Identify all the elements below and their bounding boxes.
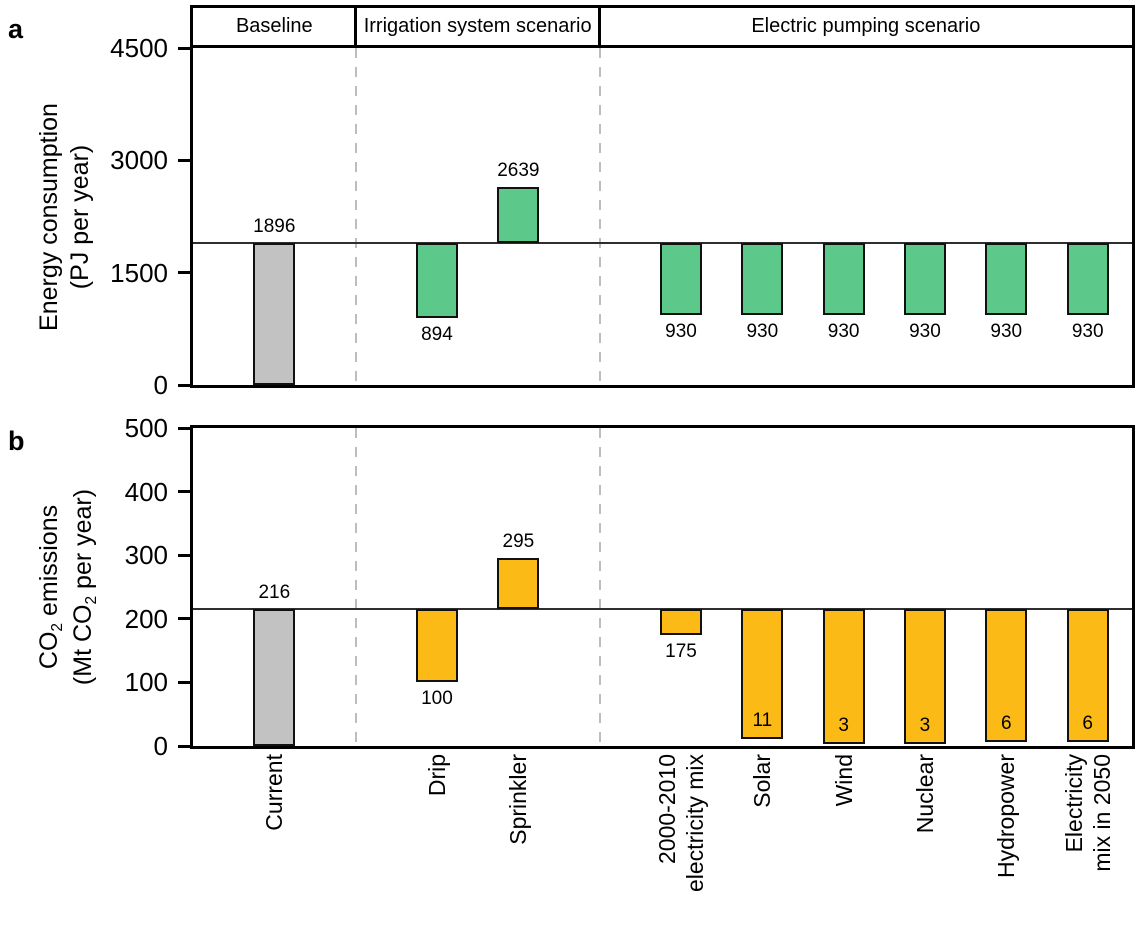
bar-a-current: [253, 243, 296, 385]
x-label-current: Current: [260, 754, 288, 926]
x-label-text: Hydropower: [993, 754, 1020, 878]
y-axis-tick-label: 200: [124, 603, 168, 634]
bar-value-label: 6: [1082, 713, 1093, 735]
y-axis-title-a: Energy consumption (PJ per year): [34, 47, 96, 387]
bar-a-drip: [415, 243, 458, 319]
bar-value-label: 930: [990, 321, 1023, 343]
scenario-header-band: [190, 5, 1135, 45]
y-axis-title-b: CO2 emissions (Mt CO2 per year): [34, 417, 100, 757]
x-label-text: Current: [261, 754, 288, 831]
bar-value-label: 11: [752, 710, 773, 731]
bar-b-solar: [741, 608, 784, 739]
bar-b-2000-2010-electricity-mix: [659, 608, 702, 635]
x-label-electricity-mix-in-2050: Electricity mix in 2050: [1060, 754, 1116, 926]
y-axis-tick: [178, 617, 190, 621]
bar-a-wind: [822, 243, 865, 316]
bar-value-label: 100: [421, 688, 453, 710]
scenario-boundary-dashed-line: [598, 48, 601, 385]
y-axis-title-text: Energy consumption (PJ per year): [35, 102, 94, 331]
scenario-boundary-dashed-line: [354, 48, 357, 385]
bar-value-label: 6: [1000, 713, 1012, 735]
panel-a-letter: a: [8, 14, 24, 44]
bar-value-label: 930: [909, 321, 941, 343]
bar-value-label: 930: [746, 321, 779, 343]
x-label-2000-2010-electricity-mix: 2000-2010 electricity mix: [653, 754, 709, 926]
bar-value-label: 175: [665, 640, 697, 662]
bar-b-nuclear: [903, 608, 946, 745]
bar-value-label: 3: [838, 715, 849, 737]
scenario-boundary-dashed-line: [354, 428, 357, 746]
y-axis-tick-label: 0: [153, 370, 168, 400]
y-axis-tick: [178, 158, 190, 162]
panel-b-plot-box: [190, 425, 1135, 749]
bar-value-label: 930: [665, 321, 697, 343]
bar-value-label: 930: [1071, 321, 1104, 343]
scenario-group-divider: [354, 8, 358, 45]
x-label-solar: Solar: [748, 754, 776, 926]
y-axis-tick: [178, 426, 190, 430]
scenario-group-label-irrigation-system-scenario: Irrigation system scenario: [363, 15, 592, 37]
y-axis-tick-label: 3000: [110, 145, 168, 176]
x-label-text: Wind: [830, 754, 857, 807]
y-axis-tick: [178, 680, 190, 684]
bar-b-electricity-mix-in-2050: [1066, 608, 1109, 743]
y-axis-tick: [178, 46, 190, 50]
x-label-wind: Wind: [830, 754, 858, 926]
x-label-text: 2000-2010 electricity mix: [653, 754, 708, 893]
bar-a-sprinkler: [497, 187, 540, 243]
y-axis-tick-label: 500: [124, 413, 168, 443]
bar-b-drip: [415, 608, 458, 683]
bar-value-label: 216: [258, 581, 291, 603]
y-axis-tick-label: 400: [124, 476, 168, 507]
bar-value-label: 1896: [253, 216, 296, 237]
scenario-group-divider: [598, 8, 602, 45]
bar-b-sprinkler: [497, 558, 540, 609]
y-axis-tick-label: 4500: [110, 33, 168, 63]
x-label-drip: Drip: [423, 754, 451, 926]
bar-b-hydropower: [985, 608, 1028, 743]
panel-a-plot-box: [190, 45, 1135, 388]
x-label-sprinkler: Sprinkler: [504, 754, 532, 926]
y-axis-tick-label: 0: [153, 731, 168, 761]
bar-value-label: 295: [502, 531, 535, 553]
y-axis-tick-label: 100: [124, 667, 168, 698]
y-axis-tick: [178, 553, 190, 557]
bar-b-wind: [822, 608, 865, 745]
bar-b-current: [253, 608, 296, 746]
scenario-boundary-dashed-line: [598, 428, 601, 746]
scenario-group-label-electric-pumping-scenario: Electric pumping scenario: [751, 15, 981, 37]
x-label-text: Drip: [423, 754, 450, 797]
bar-value-label: 930: [827, 321, 860, 343]
bar-a-hydropower: [985, 243, 1028, 316]
y-axis-tick: [178, 271, 190, 275]
bar-a-solar: [741, 243, 784, 316]
y-axis-tick-label: 1500: [110, 257, 168, 288]
x-label-hydropower: Hydropower: [992, 754, 1020, 926]
bar-a-nuclear: [903, 243, 946, 316]
y-axis-title-text: CO2 emissions (Mt CO2 per year): [35, 488, 100, 686]
scenario-group-label-baseline: Baseline: [235, 15, 313, 37]
x-label-text: Nuclear: [911, 754, 938, 834]
bar-a-electricity-mix-in-2050: [1066, 243, 1109, 316]
bar-value-label: 894: [421, 324, 453, 346]
x-label-text: Sprinkler: [505, 754, 532, 845]
y-axis-tick-label: 300: [124, 540, 168, 571]
y-axis-tick: [178, 383, 190, 387]
bar-a-2000-2010-electricity-mix: [659, 243, 702, 316]
bar-value-label: 3: [919, 715, 931, 737]
panel-b-letter: b: [8, 426, 25, 456]
x-label-text: Electricity mix in 2050: [1060, 754, 1115, 872]
x-label-nuclear: Nuclear: [911, 754, 939, 926]
y-axis-tick: [178, 744, 190, 748]
bar-value-label: 2639: [497, 160, 540, 182]
x-label-text: Solar: [749, 754, 776, 808]
y-axis-tick: [178, 490, 190, 494]
